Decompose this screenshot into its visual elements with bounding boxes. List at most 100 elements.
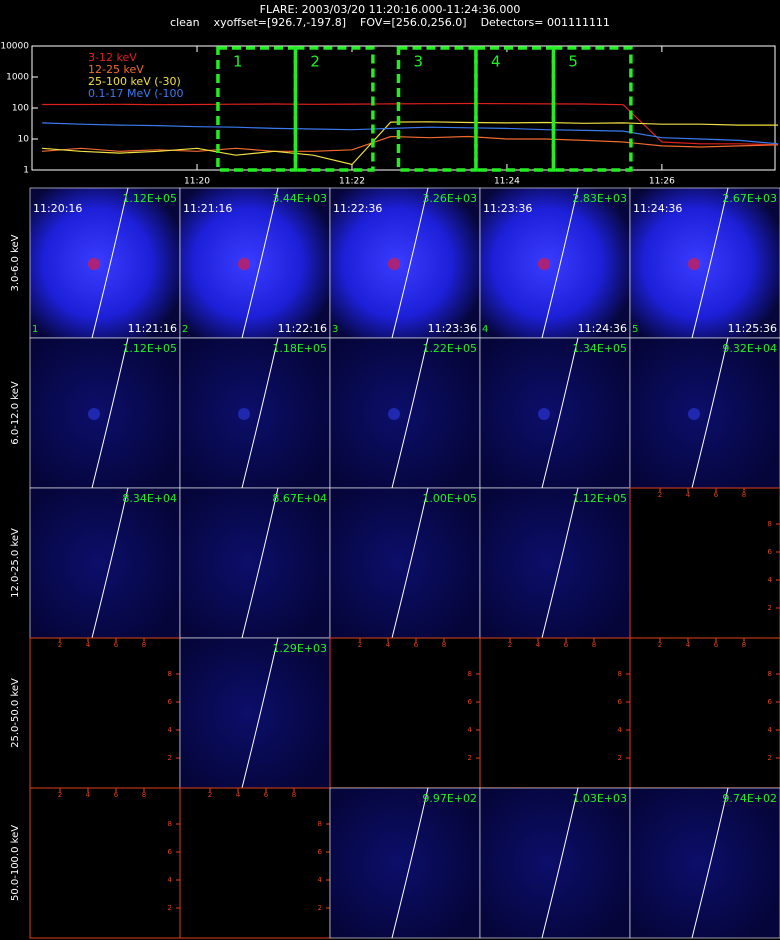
source xyxy=(88,258,100,270)
image-cell: 2.83E+03 11:23:36 11:24:36 4 xyxy=(479,187,631,339)
image-max: 1.18E+05 xyxy=(272,342,327,355)
end-time: 11:22:16 xyxy=(278,322,327,335)
limb xyxy=(241,487,279,639)
axis-tick-label: 2 xyxy=(658,491,662,499)
image-cell: 2 2 4 4 6 6 8 8 xyxy=(629,487,780,639)
image-max: 9.32E+04 xyxy=(722,342,777,355)
axis-tick-label: 4 xyxy=(86,791,91,799)
limb xyxy=(391,787,429,939)
end-time: 11:25:36 xyxy=(728,322,777,335)
axis-tick-label: 6 xyxy=(468,698,473,706)
axis-tick-label: 4 xyxy=(768,576,773,584)
image-cell: 1.29E+03 xyxy=(179,637,331,789)
interval-box xyxy=(396,46,478,172)
legend-entry: 12-25 keV xyxy=(88,63,144,76)
axis-tick-label: 2 xyxy=(318,904,322,912)
image-index: 2 xyxy=(182,324,188,335)
axis-tick-label: 8 xyxy=(592,641,596,649)
image-max: 1.03E+03 xyxy=(572,792,627,805)
axis-tick-label: 8 xyxy=(742,491,746,499)
end-time: 11:21:16 xyxy=(128,322,177,335)
source xyxy=(388,258,400,270)
interval-label: 2 xyxy=(310,53,320,71)
axis-tick-label: 4 xyxy=(618,726,623,734)
axis-tick-label: 8 xyxy=(768,670,772,678)
interval-label: 4 xyxy=(491,53,501,71)
empty-image xyxy=(179,787,331,939)
image-cell: 2 2 4 4 6 6 8 8 xyxy=(479,637,631,789)
image-max: 1.00E+05 xyxy=(422,492,477,505)
axis-tick-label: 6 xyxy=(714,641,719,649)
image-cell: 3.44E+03 11:21:16 11:22:16 2 xyxy=(179,187,331,339)
series-line xyxy=(42,122,779,145)
axis-tick-label: 6 xyxy=(114,791,119,799)
start-time: 11:20:16 xyxy=(33,202,82,215)
empty-image xyxy=(629,487,780,639)
image-max: 3.26E+03 xyxy=(422,192,477,205)
image-cell: 1.34E+05 xyxy=(479,337,631,489)
image-cell: 2.67E+03 11:24:36 11:25:36 5 xyxy=(629,187,780,339)
subtitle: clean xyoffset=[926.7,-197.8] FOV=[256.0… xyxy=(170,16,610,29)
axis-tick-label: 2 xyxy=(168,904,172,912)
axis-tick-label: 2 xyxy=(58,791,62,799)
axis-tick-label: 4 xyxy=(168,876,173,884)
image-cell: 2 2 4 4 6 6 8 8 xyxy=(629,637,780,789)
source xyxy=(88,408,100,420)
image-cell: 8.34E+04 xyxy=(29,487,181,639)
series-line xyxy=(42,102,779,146)
source xyxy=(538,258,550,270)
legend-entry: 25-100 keV (-30) xyxy=(88,75,181,88)
image xyxy=(479,487,631,639)
image-cell: 1.22E+05 xyxy=(329,337,481,489)
axis-tick-label: 6 xyxy=(264,791,269,799)
image xyxy=(179,487,331,639)
image-max: 1.12E+05 xyxy=(572,492,627,505)
start-time: 11:24:36 xyxy=(633,202,682,215)
limb xyxy=(391,187,429,339)
image-max: 1.12E+05 xyxy=(122,342,177,355)
y-tick-label: 1 xyxy=(23,166,29,176)
axis-tick-label: 8 xyxy=(142,791,146,799)
source xyxy=(238,408,250,420)
interval-box xyxy=(293,46,375,172)
title: FLARE: 2003/03/20 11:20:16.000-11:24:36.… xyxy=(260,3,521,16)
image-max: 8.67E+04 xyxy=(272,492,327,505)
limb xyxy=(691,337,729,489)
image-index: 5 xyxy=(632,324,638,335)
axis-tick-label: 8 xyxy=(168,670,172,678)
image-max: 3.44E+03 xyxy=(272,192,327,205)
row-label: 6.0-12.0 keV xyxy=(10,381,21,445)
image-cell: 1.00E+05 xyxy=(329,487,481,639)
image-cell: 1.03E+03 xyxy=(479,787,631,939)
axis-tick-label: 2 xyxy=(768,604,772,612)
image-max: 1.34E+05 xyxy=(572,342,627,355)
limb xyxy=(91,487,129,639)
interval-label: 3 xyxy=(413,53,423,71)
axis-tick-label: 6 xyxy=(114,641,119,649)
axis-tick-label: 4 xyxy=(686,491,691,499)
row-label: 50.0-100.0 keV xyxy=(10,825,21,901)
image-index: 4 xyxy=(482,324,488,335)
image-cell: 9.97E+02 xyxy=(329,787,481,939)
image-max: 1.29E+03 xyxy=(272,642,327,655)
legend-entry: 0.1-17 MeV (-100 xyxy=(88,87,184,100)
image-cell: 2 2 4 4 6 6 8 8 xyxy=(29,637,181,789)
limb xyxy=(541,787,579,939)
empty-image xyxy=(629,637,780,789)
axis-tick-label: 4 xyxy=(468,726,473,734)
image-max: 1.12E+05 xyxy=(122,192,177,205)
image xyxy=(29,487,181,639)
image-max: 9.74E+02 xyxy=(722,792,777,805)
axis-tick-label: 4 xyxy=(386,641,391,649)
image-cell: 1.12E+05 xyxy=(479,487,631,639)
axis-tick-label: 6 xyxy=(168,698,173,706)
row-label: 3.0-6.0 keV xyxy=(10,234,21,291)
image xyxy=(329,487,481,639)
limb xyxy=(241,187,279,339)
interval-box xyxy=(551,46,633,172)
image xyxy=(179,187,331,339)
image xyxy=(629,187,780,339)
image xyxy=(479,337,631,489)
axis-tick-label: 8 xyxy=(742,641,746,649)
